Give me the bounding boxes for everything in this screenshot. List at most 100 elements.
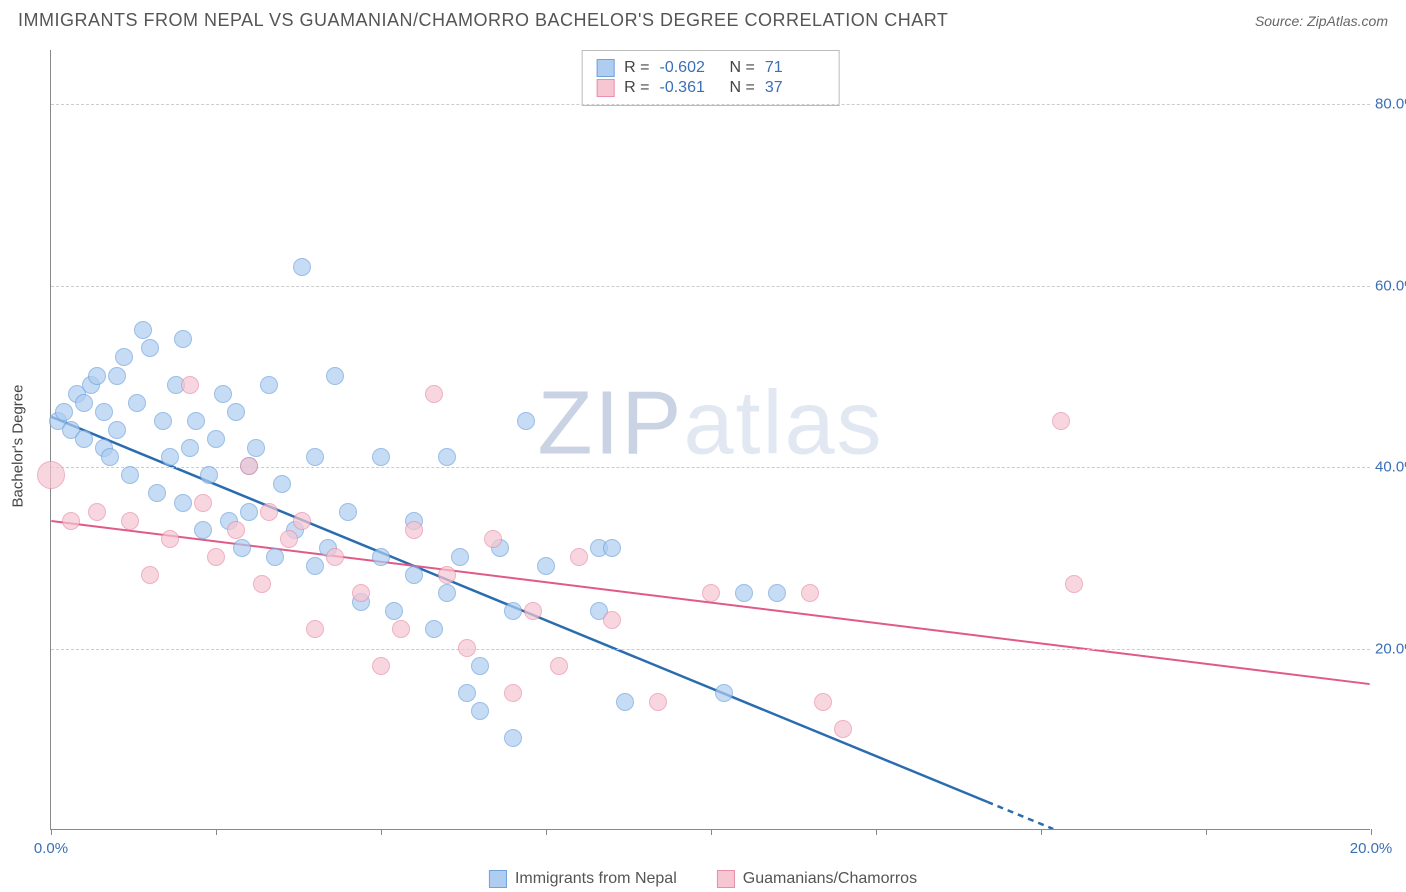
ytick-label: 80.0%: [1375, 96, 1406, 113]
xtick-mark: [1206, 829, 1207, 835]
data-point: [801, 584, 819, 602]
data-point: [227, 521, 245, 539]
data-point: [75, 394, 93, 412]
plot-area: ZIPatlas R =-0.602N =71R =-0.361N =37 20…: [50, 50, 1370, 830]
ytick-label: 60.0%: [1375, 277, 1406, 294]
legend-swatch: [489, 870, 507, 888]
data-point: [141, 339, 159, 357]
data-point: [181, 376, 199, 394]
legend-swatch: [717, 870, 735, 888]
data-point: [121, 466, 139, 484]
legend-item: Guamanians/Chamorros: [717, 870, 917, 888]
gridline: [51, 286, 1370, 287]
data-point: [95, 403, 113, 421]
data-point: [649, 693, 667, 711]
xtick-label: 20.0%: [1350, 840, 1393, 857]
data-point: [339, 503, 357, 521]
trend-lines: [51, 50, 1370, 829]
xtick-mark: [51, 829, 52, 835]
data-point: [154, 412, 172, 430]
data-point: [326, 367, 344, 385]
data-point: [161, 530, 179, 548]
data-point: [715, 684, 733, 702]
data-point: [471, 657, 489, 675]
xtick-label: 0.0%: [34, 840, 68, 857]
data-point: [603, 611, 621, 629]
data-point: [141, 566, 159, 584]
data-point: [174, 330, 192, 348]
legend-item: Immigrants from Nepal: [489, 870, 677, 888]
data-point: [240, 457, 258, 475]
data-point: [108, 421, 126, 439]
data-point: [405, 521, 423, 539]
data-point: [121, 512, 139, 530]
data-point: [280, 530, 298, 548]
data-point: [293, 258, 311, 276]
xtick-mark: [876, 829, 877, 835]
stat-label: N =: [730, 79, 755, 97]
data-point: [504, 684, 522, 702]
data-point: [616, 693, 634, 711]
source-label: Source: ZipAtlas.com: [1255, 13, 1388, 29]
data-point: [458, 639, 476, 657]
stats-legend: R =-0.602N =71R =-0.361N =37: [581, 50, 840, 106]
data-point: [1065, 575, 1083, 593]
data-point: [55, 403, 73, 421]
ytick-label: 40.0%: [1375, 459, 1406, 476]
data-point: [260, 503, 278, 521]
series-legend: Immigrants from Nepal Guamanians/Chamorro…: [489, 870, 917, 888]
r-value: -0.361: [660, 79, 720, 97]
stats-legend-row: R =-0.602N =71: [596, 59, 825, 77]
xtick-mark: [711, 829, 712, 835]
data-point: [438, 448, 456, 466]
data-point: [735, 584, 753, 602]
data-point: [306, 620, 324, 638]
data-point: [240, 503, 258, 521]
stat-label: R =: [624, 59, 649, 77]
xtick-mark: [1041, 829, 1042, 835]
data-point: [88, 503, 106, 521]
xtick-mark: [381, 829, 382, 835]
data-point: [200, 466, 218, 484]
data-point: [702, 584, 720, 602]
data-point: [233, 539, 251, 557]
n-value: 37: [765, 79, 825, 97]
watermark: ZIPatlas: [537, 372, 883, 475]
xtick-mark: [546, 829, 547, 835]
stat-label: R =: [624, 79, 649, 97]
data-point: [273, 475, 291, 493]
data-point: [306, 448, 324, 466]
data-point: [834, 720, 852, 738]
data-point: [352, 584, 370, 602]
data-point: [372, 657, 390, 675]
data-point: [537, 557, 555, 575]
data-point: [293, 512, 311, 530]
legend-swatch: [596, 79, 614, 97]
data-point: [101, 448, 119, 466]
data-point: [115, 348, 133, 366]
data-point: [214, 385, 232, 403]
chart-title: IMMIGRANTS FROM NEPAL VS GUAMANIAN/CHAMO…: [18, 10, 948, 31]
stat-label: N =: [730, 59, 755, 77]
data-point: [253, 575, 271, 593]
data-point: [570, 548, 588, 566]
gridline: [51, 104, 1370, 105]
data-point: [306, 557, 324, 575]
legend-label: Guamanians/Chamorros: [743, 870, 917, 888]
data-point: [181, 439, 199, 457]
data-point: [108, 367, 126, 385]
xtick-mark: [1371, 829, 1372, 835]
data-point: [458, 684, 476, 702]
data-point: [75, 430, 93, 448]
data-point: [385, 602, 403, 620]
data-point: [194, 521, 212, 539]
gridline: [51, 649, 1370, 650]
data-point: [504, 602, 522, 620]
data-point: [260, 376, 278, 394]
data-point: [134, 321, 152, 339]
data-point: [504, 729, 522, 747]
data-point: [266, 548, 284, 566]
data-point: [425, 385, 443, 403]
data-point: [37, 461, 65, 489]
data-point: [405, 566, 423, 584]
